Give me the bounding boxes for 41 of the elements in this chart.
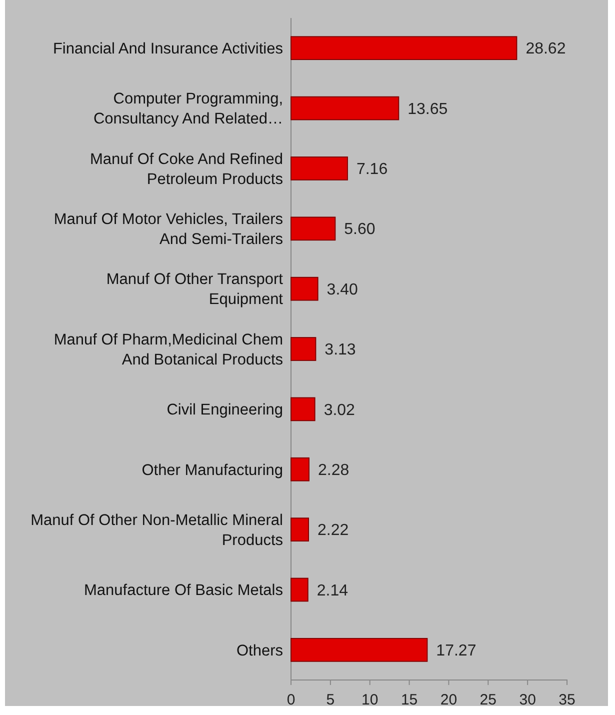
data-label: 2.28 — [318, 462, 350, 479]
data-label: 28.62 — [526, 40, 566, 58]
bar — [290, 276, 318, 301]
data-label: 5.60 — [344, 221, 376, 238]
y-tick-label: Manuf Of Pharm,Medicinal Chem And Botanical Products — [54, 331, 284, 368]
y-tick-label: Computer Programming, Consultancy And Related… — [93, 90, 283, 128]
bar — [290, 36, 518, 60]
x-tick-label: 25 — [480, 692, 496, 708]
bar — [290, 638, 428, 662]
bar — [290, 216, 336, 241]
x-tick-label: 30 — [519, 692, 536, 708]
data-label: 7.16 — [356, 161, 388, 178]
data-label: 3.13 — [324, 342, 356, 359]
y-tick-label: Manuf Of Other Non-Metallic Mineral Products — [30, 512, 284, 549]
bar — [290, 518, 310, 542]
data-label: 2.22 — [318, 522, 349, 540]
x-tick-label: 0 — [286, 692, 296, 708]
data-label: 3.02 — [324, 402, 356, 419]
y-tick-label: Manuf Of Coke And Refined Petroleum Products — [90, 150, 284, 188]
y-tick-label: Others — [236, 642, 284, 660]
x-tick-label: 20 — [440, 692, 458, 708]
data-label: 17.27 — [436, 642, 476, 660]
y-tick-label: Financial And Insurance Activities — [52, 40, 284, 58]
data-label: 13.65 — [408, 100, 448, 118]
bar — [290, 96, 400, 120]
data-label: 3.40 — [326, 281, 358, 298]
bar — [290, 457, 310, 482]
y-tick-label: Manufacture Of Basic Metals — [84, 582, 284, 600]
x-tick-label: 10 — [362, 692, 378, 708]
x-tick-label: 35 — [558, 692, 576, 708]
y-tick-label: Manuf Of Other Transport Equipment — [106, 271, 284, 308]
y-tick-label: Manuf Of Motor Vehicles, Trailers And Semi-Trailers — [54, 211, 284, 248]
y-tick-label: Civil Engineering — [166, 402, 283, 419]
y-tick-label: Other Manufacturing — [142, 462, 283, 479]
x-tick-label: 5 — [326, 692, 335, 708]
x-tick-label: 15 — [400, 692, 418, 708]
data-label: 2.14 — [316, 582, 348, 600]
bar — [290, 337, 316, 361]
bar — [290, 578, 308, 602]
bar — [290, 156, 348, 180]
bar — [290, 397, 316, 422]
